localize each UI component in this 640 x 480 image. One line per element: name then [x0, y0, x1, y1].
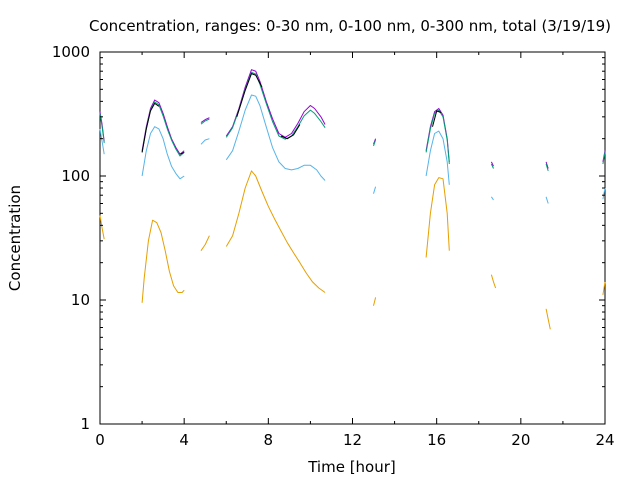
series-line-segment	[432, 110, 442, 127]
x-tick-label: 16	[427, 431, 446, 449]
series-line-segment	[99, 128, 105, 155]
series-line-segment	[602, 152, 606, 165]
series-line-segment	[200, 117, 210, 123]
series-line-segment	[490, 161, 494, 167]
y-tick-label: 100	[61, 167, 90, 185]
x-tick-label: 8	[264, 431, 274, 449]
series-line-segment	[141, 219, 185, 303]
series-line-segment	[179, 151, 185, 155]
y-axis-label: Concentration	[6, 185, 24, 291]
plot-area: 0 4 8 12 16 20 24 1 10 100 1000	[52, 43, 615, 449]
x-tick-label: 20	[511, 431, 530, 449]
plot-frame	[99, 51, 606, 425]
series-line-segment	[425, 177, 450, 258]
x-tick-label: 24	[595, 431, 614, 449]
series-line-segment	[490, 163, 494, 169]
series-line-segment	[280, 124, 301, 140]
axis-layer: 0 4 8 12 16 20 24 1 10 100 1000	[52, 43, 615, 449]
series-line-segment	[425, 109, 450, 165]
series-line-segment	[141, 126, 185, 180]
x-tick-label: 4	[179, 431, 189, 449]
x-tick-label: 0	[95, 431, 105, 449]
series-line-segment	[373, 186, 377, 194]
series-line-segment	[200, 118, 210, 125]
series-line-segment	[545, 196, 549, 204]
chart-title: Concentration, ranges: 0-30 nm, 0-100 nm…	[89, 17, 611, 35]
series-line-segment	[373, 139, 377, 147]
series-line-segment	[225, 94, 326, 181]
series-line-segment	[200, 138, 210, 145]
series-line-segment	[545, 161, 549, 169]
series-line-segment	[141, 99, 185, 155]
y-tick-label: 1000	[52, 43, 90, 61]
series-line-segment	[141, 102, 160, 153]
series-layer	[99, 69, 606, 330]
series-2	[99, 94, 606, 204]
series-line-segment	[200, 235, 210, 251]
series-4	[141, 73, 442, 155]
series-line-segment	[602, 281, 606, 295]
series-3	[99, 170, 606, 330]
series-line-segment	[236, 73, 263, 117]
series-line-segment	[490, 274, 497, 289]
series-line-segment	[373, 297, 377, 306]
series-line-segment	[99, 215, 105, 240]
y-tick-label: 10	[71, 291, 90, 309]
series-line-segment	[425, 130, 450, 185]
series-1	[99, 71, 606, 172]
series-line-segment	[99, 113, 105, 143]
series-line-segment	[545, 163, 549, 172]
y-tick-label: 1	[80, 415, 90, 433]
series-line-segment	[545, 308, 551, 330]
series-line-segment	[490, 196, 494, 201]
series-0	[99, 69, 606, 169]
x-tick-label: 12	[343, 431, 362, 449]
series-line-segment	[225, 170, 326, 293]
series-line-segment	[602, 187, 606, 200]
x-axis-label: Time [hour]	[307, 458, 396, 476]
series-line-segment	[141, 101, 185, 157]
series-line-segment	[225, 69, 326, 138]
